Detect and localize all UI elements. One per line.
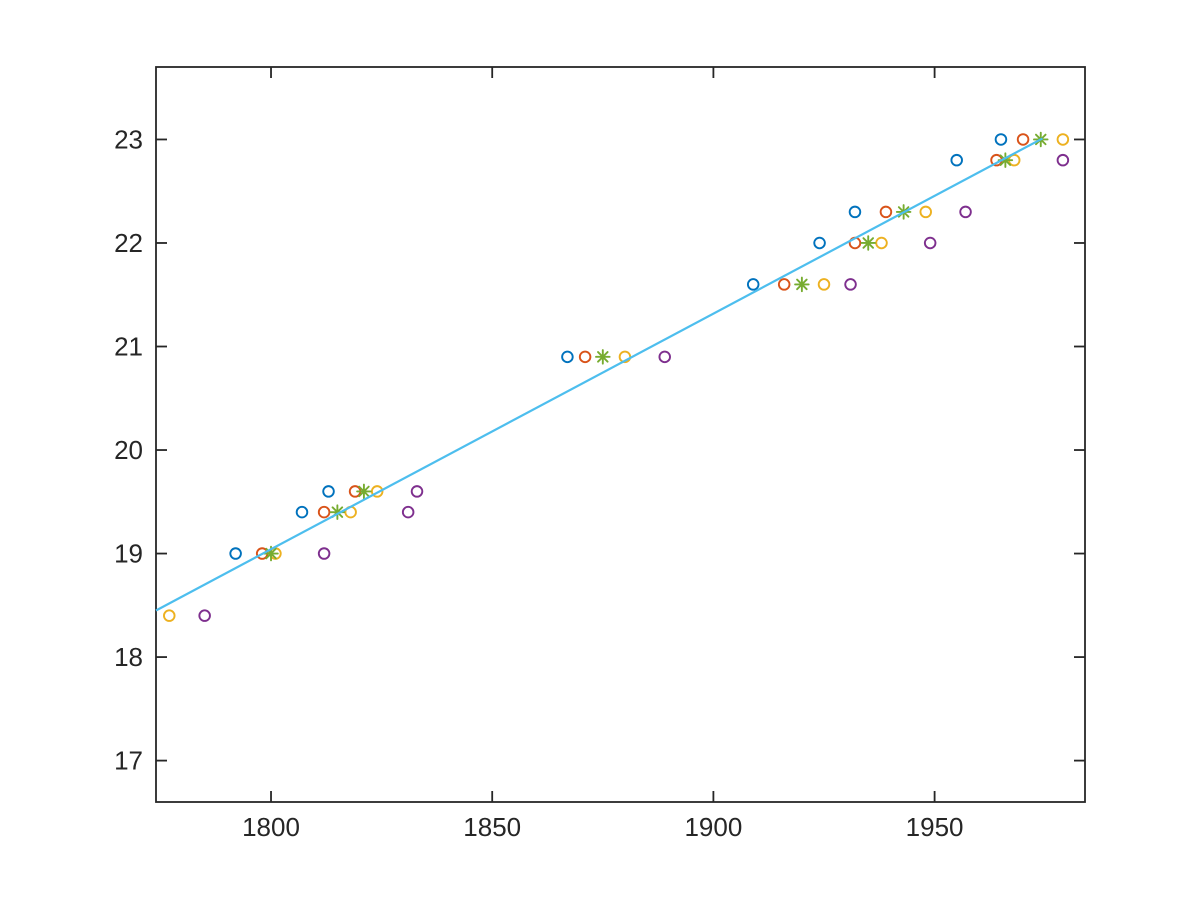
data-point-series-5-asterisks [356,483,372,500]
data-point-series-5-asterisks [329,504,346,520]
data-point-series-1-circles [848,205,862,219]
y-tick-label: 17 [114,746,143,776]
data-point-series-5-asterisks [595,349,611,365]
data-point-series-3-circles [919,205,932,219]
data-point-series-1-circles [229,547,242,560]
data-point-series-4-circles [410,485,424,498]
data-point-series-5-asterisks [794,276,810,293]
data-point-series-4-circles [658,350,671,364]
y-tick-label: 22 [114,228,143,258]
data-point-series-2-circles [1016,133,1030,146]
data-point-series-4-circles [923,236,937,250]
data-point-series-5-asterisks [997,152,1014,168]
data-point-series-3-circles [817,278,831,291]
x-tick-label: 1900 [684,812,742,842]
y-tick-label: 23 [114,124,143,154]
x-tick-label: 1950 [906,812,964,842]
data-point-series-1-circles [322,485,335,498]
y-tick-label: 20 [114,435,143,465]
data-point-series-1-circles [994,133,1008,146]
data-point-series-2-circles [317,505,331,519]
data-point-series-1-circles [746,278,760,291]
data-point-series-1-circles [813,236,826,250]
y-tick-label: 18 [114,642,143,672]
data-point-series-2-circles [777,278,791,291]
data-point-series-3-circles [370,485,384,498]
data-point-series-4-circles [1056,153,1070,167]
x-tick-label: 1800 [242,812,300,842]
data-point-series-2-circles [578,350,592,364]
data-point-series-4-circles [959,205,972,219]
y-tick-label: 19 [114,539,143,569]
linear-fit-line [155,137,1044,612]
plot-box [155,66,1086,803]
data-point-series-3-circles [1056,133,1070,146]
data-point-series-1-circles [561,350,574,364]
data-point-series-3-circles [163,609,176,622]
data-point-series-4-circles [844,278,857,291]
data-point-series-1-circles [295,505,309,519]
y-tick-label: 21 [114,332,143,362]
data-point-series-1-circles [950,153,963,167]
data-point-series-3-circles [875,236,888,250]
data-point-series-5-asterisks [263,545,279,562]
data-point-series-2-circles [879,205,893,219]
data-point-series-4-circles [198,609,211,622]
x-tick-label: 1850 [463,812,521,842]
data-point-series-4-circles [317,547,331,560]
data-point-series-5-asterisks [860,235,876,251]
data-point-series-4-circles [401,505,415,519]
